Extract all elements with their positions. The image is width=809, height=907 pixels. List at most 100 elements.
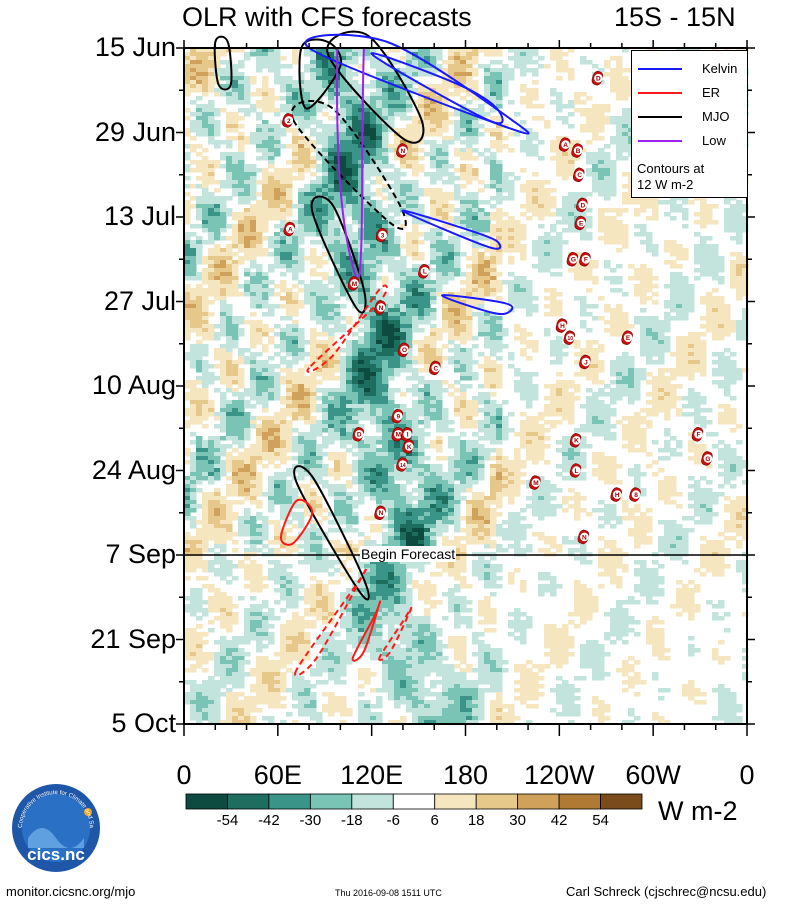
field-cell	[406, 108, 413, 113]
field-cell	[208, 364, 215, 369]
field-cell	[286, 256, 293, 261]
field-cell	[586, 160, 593, 165]
field-cell	[478, 256, 485, 261]
field-cell	[328, 308, 335, 313]
field-cell	[442, 88, 449, 93]
field-cell	[670, 196, 677, 201]
field-cell	[622, 292, 629, 297]
field-cell	[484, 160, 491, 165]
field-cell	[208, 104, 215, 109]
field-cell	[688, 296, 695, 301]
field-cell	[370, 204, 377, 209]
field-cell	[394, 292, 401, 297]
field-cell	[472, 248, 479, 253]
field-cell	[586, 352, 593, 357]
field-cell	[598, 296, 605, 301]
field-cell	[370, 168, 377, 173]
field-cell	[286, 208, 293, 213]
field-cell	[286, 196, 293, 201]
field-cell	[508, 240, 515, 245]
field-cell	[676, 272, 683, 277]
field-cell	[538, 140, 545, 145]
field-cell	[346, 96, 353, 101]
field-cell	[418, 232, 425, 237]
field-cell	[238, 108, 245, 113]
field-cell	[478, 244, 485, 249]
field-cell	[346, 296, 353, 301]
field-cell	[202, 192, 209, 197]
field-cell	[226, 312, 233, 317]
field-cell	[286, 252, 293, 257]
field-cell	[406, 148, 413, 153]
field-cell	[214, 208, 221, 213]
field-cell	[586, 272, 593, 277]
field-cell	[610, 328, 617, 333]
field-cell	[340, 164, 347, 169]
field-cell	[370, 132, 377, 137]
field-cell	[502, 76, 509, 81]
field-cell	[478, 268, 485, 273]
field-cell	[352, 160, 359, 165]
field-cell	[472, 52, 479, 57]
field-cell	[328, 148, 335, 153]
field-cell	[442, 192, 449, 197]
field-cell	[250, 244, 257, 249]
field-cell	[298, 216, 305, 221]
field-cell	[706, 296, 713, 301]
field-cell	[250, 196, 257, 201]
field-cell	[304, 228, 311, 233]
field-cell	[568, 104, 575, 109]
field-cell	[616, 232, 623, 237]
field-cell	[244, 92, 251, 97]
field-cell	[460, 376, 467, 381]
field-cell	[676, 360, 683, 365]
field-cell	[490, 88, 497, 93]
field-cell	[484, 364, 491, 369]
field-cell	[304, 352, 311, 357]
field-cell	[586, 328, 593, 333]
field-cell	[226, 356, 233, 361]
field-cell	[388, 88, 395, 93]
field-cell	[736, 376, 743, 381]
field-cell	[610, 180, 617, 185]
field-cell	[346, 200, 353, 205]
field-cell	[274, 204, 281, 209]
field-cell	[370, 356, 377, 361]
field-cell	[568, 172, 575, 177]
field-cell	[346, 236, 353, 241]
field-cell	[346, 192, 353, 197]
field-cell	[196, 132, 203, 137]
field-cell	[448, 260, 455, 265]
field-cell	[520, 212, 527, 217]
field-cell	[322, 172, 329, 177]
field-cell	[370, 104, 377, 109]
field-cell	[526, 184, 533, 189]
field-cell	[532, 52, 539, 57]
field-cell	[430, 340, 437, 345]
field-cell	[454, 220, 461, 225]
field-cell	[364, 340, 371, 345]
field-cell	[370, 164, 377, 169]
field-cell	[226, 212, 233, 217]
field-cell	[292, 152, 299, 157]
field-cell	[460, 116, 467, 121]
field-cell	[298, 144, 305, 149]
field-cell	[358, 92, 365, 97]
field-cell	[328, 136, 335, 141]
field-cell	[298, 240, 305, 245]
field-cell	[328, 336, 335, 341]
field-cell	[262, 360, 269, 365]
field-cell	[376, 108, 383, 113]
field-cell	[274, 256, 281, 261]
field-cell	[316, 152, 323, 157]
field-cell	[562, 204, 569, 209]
field-cell	[742, 208, 749, 213]
field-cell	[232, 336, 239, 341]
field-cell	[454, 312, 461, 317]
field-cell	[268, 176, 275, 181]
field-cell	[286, 288, 293, 293]
field-cell	[676, 368, 683, 373]
field-cell	[484, 284, 491, 289]
field-cell	[688, 300, 695, 305]
field-cell	[196, 300, 203, 305]
